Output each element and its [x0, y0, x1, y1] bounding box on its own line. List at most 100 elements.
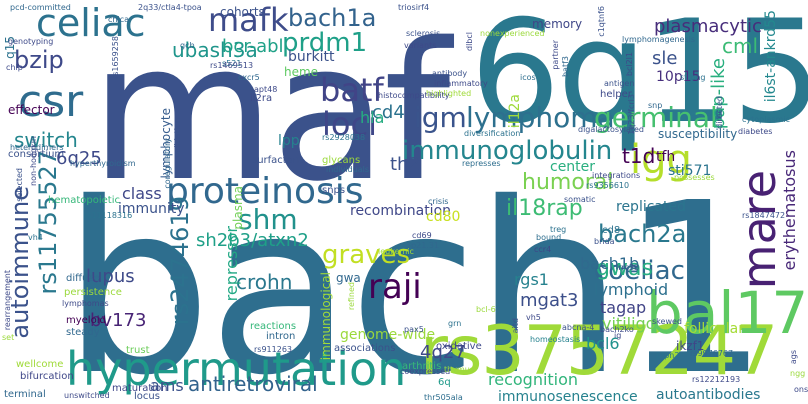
word: thr505ala [424, 393, 463, 402]
word: switch [14, 128, 78, 152]
word: lrrc3b [616, 263, 640, 272]
word: lymphoma [466, 101, 615, 134]
word: il6st-ankrd55 [763, 10, 779, 103]
word: rs1469513 [210, 61, 254, 70]
word: arthritis [402, 361, 442, 372]
word: bifurcation [20, 371, 74, 382]
word: inflammatory [434, 79, 488, 88]
word: csr [18, 76, 84, 127]
word: immunity [118, 201, 185, 217]
word: vitiligo [602, 314, 656, 333]
word: skewed [652, 317, 682, 326]
word: locus [134, 391, 160, 402]
word: lymphomagenesis [622, 35, 696, 44]
word: refined [347, 282, 356, 311]
word: individuals [326, 165, 369, 174]
word: digalactosylated [578, 125, 644, 134]
word: heterodimers [10, 143, 64, 152]
word: bcl-6 [476, 305, 496, 314]
word: hla [360, 108, 385, 127]
word: integrations [592, 171, 641, 180]
word: possesses [674, 173, 715, 182]
word: maturation [112, 383, 168, 394]
word: bach1a [288, 4, 377, 32]
word: lupus [86, 266, 135, 287]
word: helper [600, 89, 632, 100]
word: rs1659258 [111, 36, 120, 80]
word: il2ra [250, 93, 273, 104]
word: 3p21.31 [406, 241, 440, 250]
word: directed [715, 96, 724, 129]
word: vh5 [526, 313, 541, 322]
word: treg [550, 225, 567, 234]
word: prdm1 [282, 28, 368, 58]
word: s521 [222, 59, 242, 68]
word: crohn [236, 270, 293, 294]
word: cd69 [412, 231, 432, 240]
word: coeliac [594, 256, 685, 286]
word: homeostasis [530, 335, 581, 344]
word: heme [284, 65, 319, 79]
word: pcd-committed [10, 3, 71, 12]
word: persistence [64, 287, 122, 298]
word: batf [320, 71, 384, 109]
word: non-hodgkin [29, 136, 38, 186]
word: vh4 [28, 233, 43, 242]
word: partner [551, 40, 560, 70]
word: myeloid [66, 315, 106, 326]
word: rearrangement [3, 270, 12, 331]
word: trust [126, 345, 150, 356]
word: aitd [511, 318, 520, 334]
word: sti571 [668, 163, 712, 179]
word: plasmacytic [654, 16, 762, 37]
word: diversification [464, 129, 521, 138]
word: wellcome [16, 359, 64, 370]
word: selected [15, 168, 24, 202]
word: effector [8, 103, 55, 117]
word: ams [150, 376, 184, 395]
word: apt48 [254, 85, 278, 94]
word: plasma [231, 186, 245, 230]
word: autoantibodies [656, 387, 761, 403]
word: il18rap [506, 196, 583, 221]
word: chica [108, 15, 129, 24]
word: cd8 [602, 225, 621, 236]
word: oxidative [436, 341, 482, 352]
word: lymphoid [594, 280, 669, 299]
word: bach2ko [600, 325, 634, 334]
word: coexpressed [400, 367, 451, 376]
word: bal17 [646, 279, 808, 347]
word: ccr4 [534, 245, 552, 254]
word: rs9356610 [586, 181, 630, 190]
word: gwas [596, 256, 653, 281]
word: thymus [444, 365, 474, 374]
word: gcb [180, 41, 195, 50]
word: ubash3a [172, 38, 258, 62]
word: rs1847472 [742, 211, 786, 220]
word: consortium [8, 149, 65, 160]
word: unswitched [64, 391, 110, 400]
word: chip [6, 63, 23, 72]
word: 6q25 [56, 148, 102, 169]
word: rs2928038 [322, 133, 366, 142]
word: humoral [522, 170, 614, 195]
word: gwa [336, 271, 361, 285]
word: loci [322, 105, 377, 143]
word: represses [462, 159, 501, 168]
word: rgs1 [514, 270, 549, 289]
word: bzip [14, 46, 64, 74]
word: variants [404, 41, 437, 50]
word: antiretroviral [188, 372, 318, 396]
word: igg [630, 137, 692, 183]
word: strong [680, 73, 706, 82]
word: shm [238, 203, 298, 236]
word: triosirf4 [398, 3, 430, 12]
word: glycans [322, 155, 361, 166]
word: bcl2l1 [625, 52, 634, 77]
word: recognition [488, 370, 579, 389]
word: hyperthyroidism [70, 159, 136, 168]
word: maf [90, 2, 450, 223]
word: th2 [390, 154, 420, 175]
word: icos [520, 73, 536, 82]
